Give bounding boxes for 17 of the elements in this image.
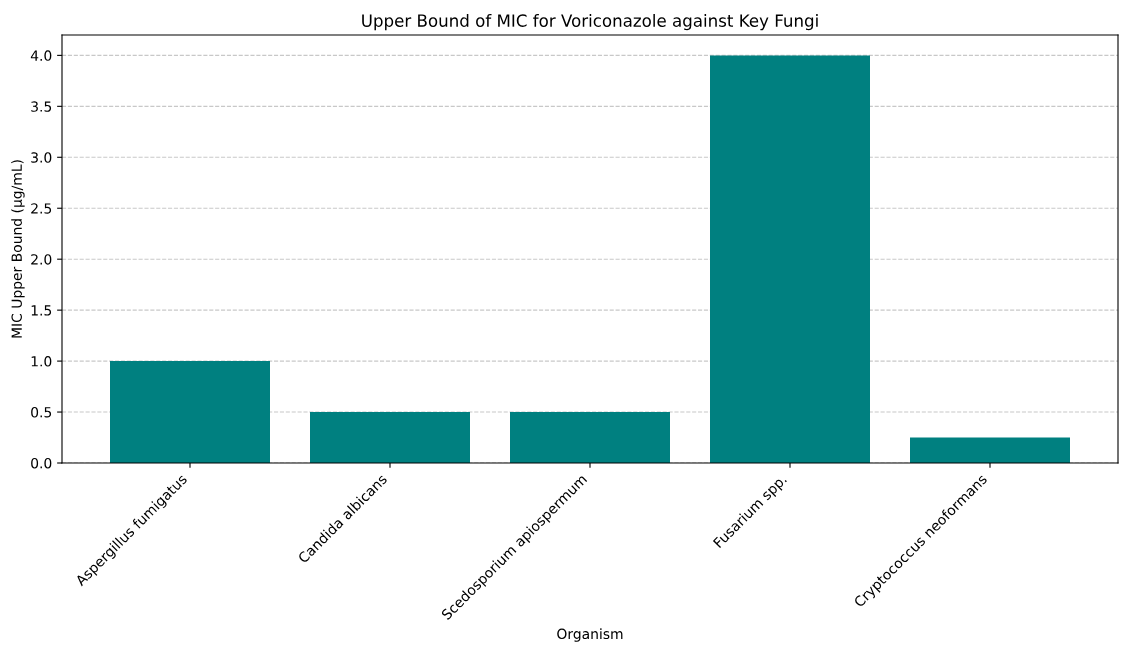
bar — [310, 412, 470, 463]
bar — [510, 412, 670, 463]
y-tick-label: 2.5 — [31, 203, 52, 214]
y-tick-label: 0.5 — [31, 407, 52, 418]
x-axis-title: Organism — [557, 628, 623, 642]
y-tick-label: 1.0 — [31, 356, 52, 367]
y-tick-label: 4.0 — [30, 50, 52, 61]
chart-title: Upper Bound of MIC for Voriconazole against Key Fungi — [362, 14, 818, 31]
y-tick-label: 3.0 — [31, 152, 52, 163]
y-tick-label: 2.0 — [31, 254, 52, 265]
bar — [910, 437, 1070, 463]
bar — [710, 55, 870, 463]
y-axis-title: MIC Upper Bound (µg/mL) — [11, 160, 25, 338]
y-tick-label: 0.0 — [31, 457, 52, 469]
bar — [110, 361, 270, 463]
y-tick-label: 1.5 — [31, 305, 52, 316]
y-tick-label: 3.5 — [31, 101, 52, 112]
